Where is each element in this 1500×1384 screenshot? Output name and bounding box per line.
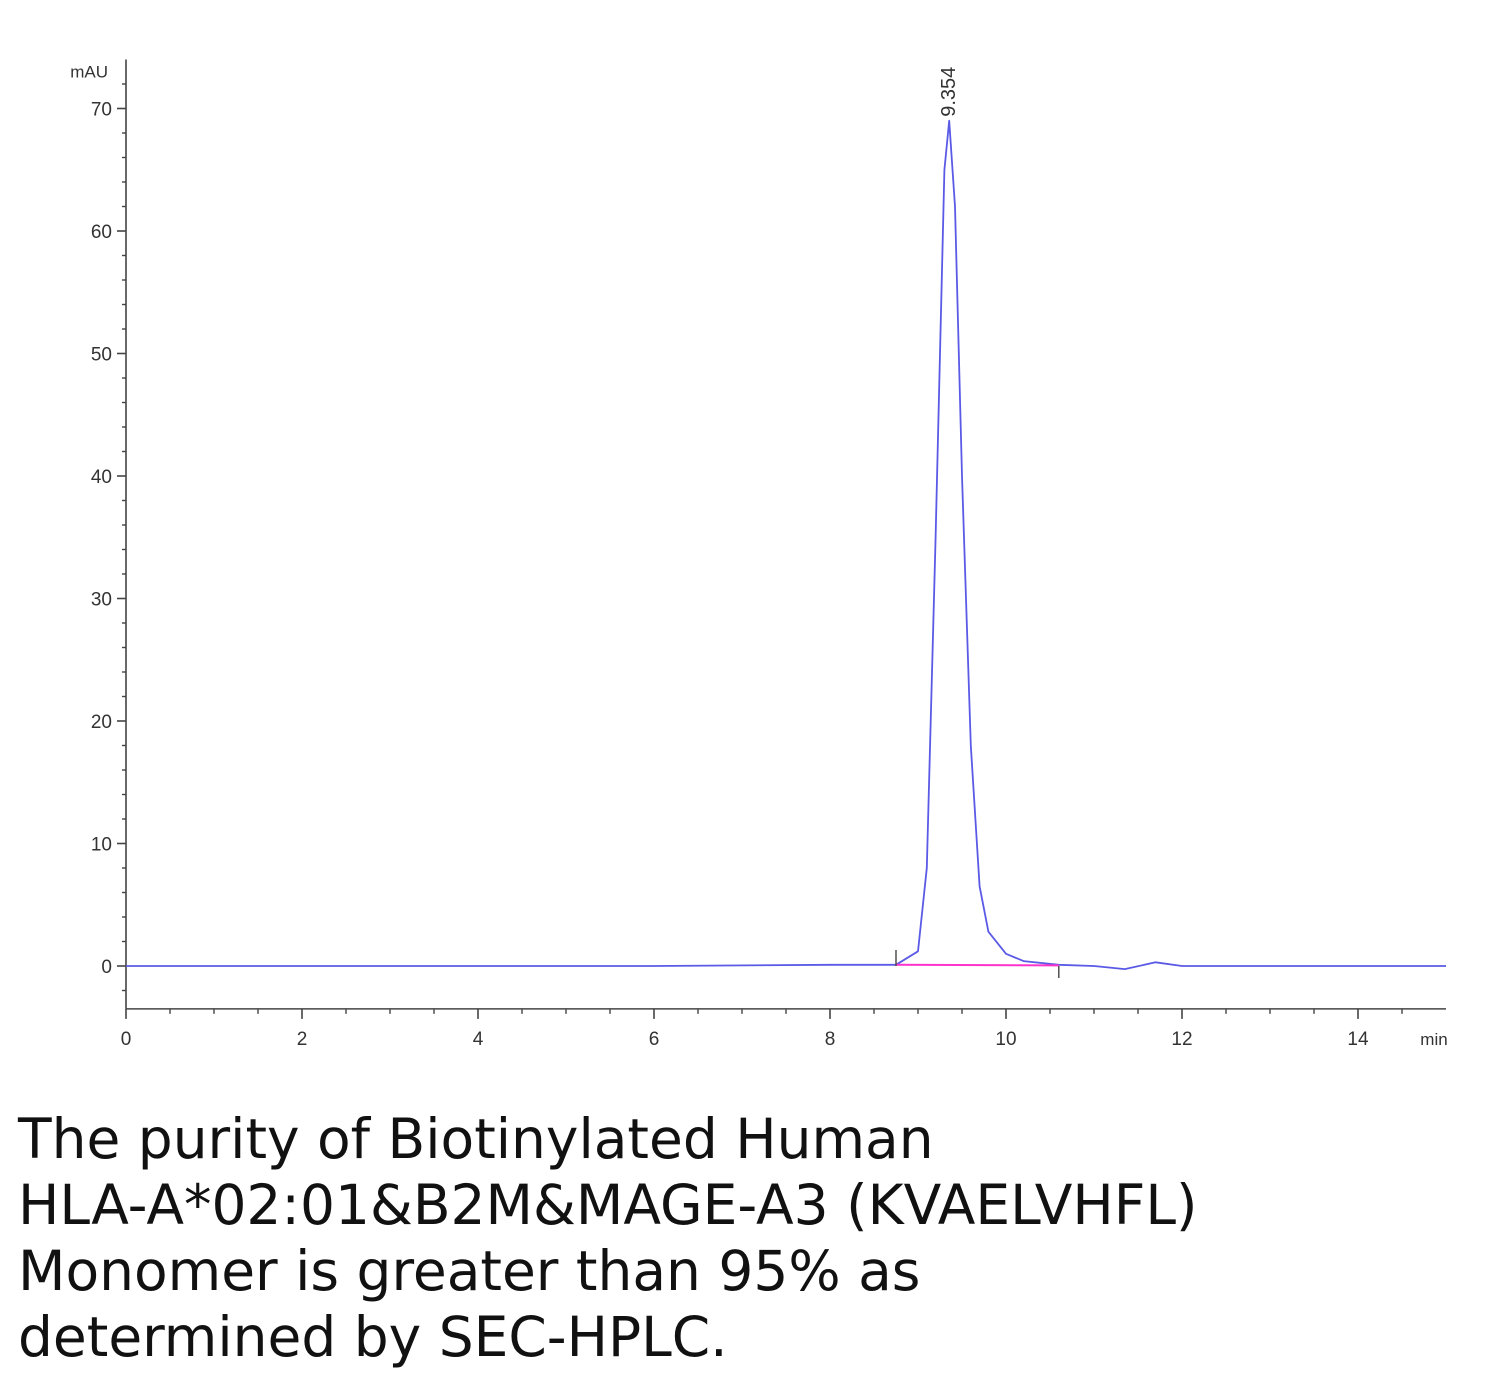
y-tick-label: 70	[91, 100, 112, 121]
x-tick-label: 10	[995, 1029, 1016, 1050]
y-unit-label: mAU	[70, 63, 108, 82]
y-tick-label: 50	[91, 345, 112, 366]
figure-caption: The purity of Biotinylated Human HLA-A*0…	[18, 1106, 1478, 1370]
x-tick-label: 8	[825, 1029, 836, 1050]
y-tick-label: 60	[91, 222, 112, 243]
y-tick-label: 0	[101, 957, 112, 978]
y-tick-label: 40	[91, 467, 112, 488]
y-tick-label: 10	[91, 835, 112, 856]
x-tick-label: 4	[473, 1029, 484, 1050]
x-tick-label: 12	[1171, 1029, 1192, 1050]
caption-line-1: The purity of Biotinylated Human	[18, 1107, 934, 1171]
y-tick-label: 30	[91, 590, 112, 611]
sec-hplc-chromatogram: 0 10 20 30 40 50 60 70 mAU 0 2 4 6 8 10 12 14 min 9.354	[70, 59, 1448, 1050]
y-tick-label: 20	[91, 712, 112, 733]
labels: 0 10 20 30 40 50 60 70 mAU 0 2 4 6 8 10 12 14 min 9.354	[70, 63, 1447, 1050]
axes	[117, 59, 1446, 1019]
x-tick-label: 2	[297, 1029, 308, 1050]
x-tick-label: 6	[649, 1029, 660, 1050]
caption-line-4: determined by SEC-HPLC.	[18, 1305, 728, 1369]
x-unit-label: min	[1420, 1030, 1447, 1049]
caption-line-3: Monomer is greater than 95% as	[18, 1239, 921, 1303]
peak-retention-label: 9.354	[938, 67, 960, 117]
integration-baseline	[895, 963, 1059, 967]
chromatogram-trace	[126, 119, 1446, 970]
caption-line-2: HLA-A*02:01&B2M&MAGE-A3 (KVAELVHFL)	[18, 1173, 1198, 1237]
plot-area	[126, 119, 1446, 978]
x-tick-label: 14	[1347, 1029, 1369, 1050]
x-tick-label: 0	[121, 1029, 132, 1050]
